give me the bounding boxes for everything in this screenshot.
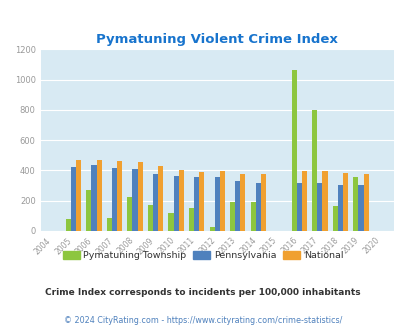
Bar — [153, 174, 158, 231]
Bar — [194, 177, 199, 231]
Title: Pymatuning Violent Crime Index: Pymatuning Violent Crime Index — [96, 33, 337, 46]
Bar — [322, 171, 327, 231]
Bar — [362, 174, 368, 231]
Bar — [214, 177, 219, 231]
Bar — [250, 202, 255, 231]
Bar — [158, 166, 163, 231]
Bar — [219, 171, 224, 231]
Bar — [71, 167, 76, 231]
Bar — [240, 174, 245, 231]
Bar — [188, 208, 194, 231]
Bar — [76, 160, 81, 231]
Bar — [260, 174, 265, 231]
Bar — [352, 177, 358, 231]
Bar — [66, 219, 71, 231]
Bar — [234, 181, 240, 231]
Bar — [127, 197, 132, 231]
Bar — [86, 190, 91, 231]
Bar — [199, 172, 204, 231]
Bar — [296, 183, 301, 231]
Bar — [230, 202, 234, 231]
Bar — [173, 176, 178, 231]
Bar — [112, 168, 117, 231]
Bar — [132, 169, 137, 231]
Bar — [337, 185, 342, 231]
Bar — [317, 183, 322, 231]
Bar — [311, 110, 317, 231]
Bar — [332, 206, 337, 231]
Bar — [301, 171, 306, 231]
Bar — [255, 182, 260, 231]
Bar — [137, 162, 143, 231]
Bar — [107, 218, 112, 231]
Bar — [96, 160, 101, 231]
Bar — [117, 161, 122, 231]
Text: Crime Index corresponds to incidents per 100,000 inhabitants: Crime Index corresponds to incidents per… — [45, 288, 360, 297]
Bar — [342, 173, 347, 231]
Bar — [209, 227, 214, 231]
Bar — [178, 170, 183, 231]
Bar — [291, 70, 296, 231]
Legend: Pymatuning Township, Pennsylvania, National: Pymatuning Township, Pennsylvania, Natio… — [59, 247, 346, 264]
Text: © 2024 CityRating.com - https://www.cityrating.com/crime-statistics/: © 2024 CityRating.com - https://www.city… — [64, 316, 341, 325]
Bar — [168, 213, 173, 231]
Bar — [147, 205, 153, 231]
Bar — [91, 165, 96, 231]
Bar — [358, 185, 362, 231]
